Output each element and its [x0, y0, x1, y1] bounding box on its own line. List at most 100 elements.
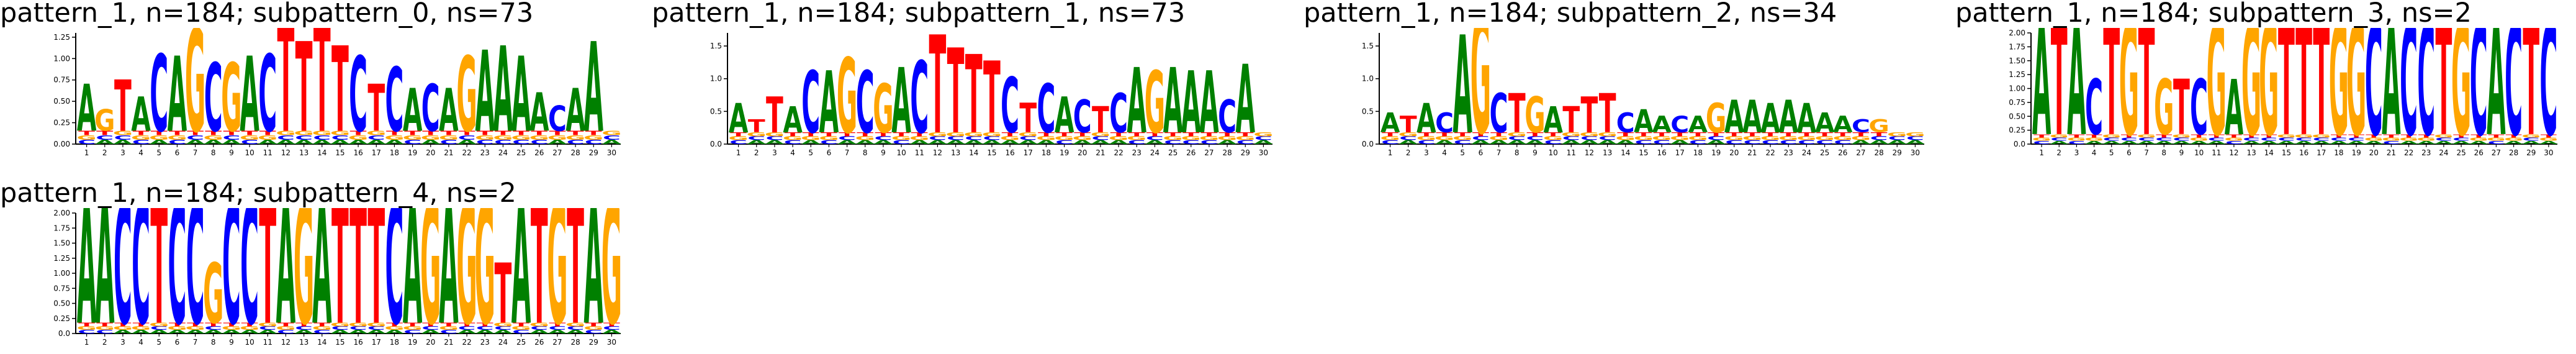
logo-letter-C: C [1399, 135, 1417, 142]
logo-letter-C: C [458, 134, 476, 142]
logo-letter-A: A [2225, 64, 2243, 153]
logo-letter-G: G [2504, 137, 2523, 142]
x-tick-label: 20 [1729, 148, 1739, 157]
logo-letter-C: C [1417, 139, 1435, 145]
logo-letter-T: T [169, 129, 186, 137]
x-tick-label: 4 [790, 148, 795, 157]
x-tick-label: 13 [1603, 148, 1612, 157]
logo-letter-A: A [493, 329, 513, 335]
logo-letter-G: G [1398, 131, 1418, 137]
logo-letter-C: C [1816, 139, 1834, 145]
x-tick-label: 5 [156, 148, 161, 157]
x-tick-label: 17 [2317, 148, 2326, 157]
logo-letter-A: A [2190, 140, 2209, 145]
logo-letter-C: C [259, 325, 277, 331]
logo-letter-T: T [2488, 134, 2504, 138]
logo-letter-A: A [946, 139, 965, 145]
logo-letter-A: A [276, 208, 296, 351]
x-tick-label: 19 [2351, 148, 2361, 157]
x-tick-label: 16 [1005, 148, 1014, 157]
logo-letter-G: G [131, 134, 151, 142]
x-tick-label: 26 [534, 338, 544, 347]
logo-letter-A: A [1435, 139, 1454, 145]
x-tick-label: 5 [2109, 148, 2114, 157]
logo-letter-C: C [2365, 28, 2383, 161]
logo-letter-G: G [1127, 135, 1146, 142]
logo-letter-T: T [2418, 134, 2434, 138]
x-tick-label: 24 [1802, 148, 1811, 157]
logo-letter-A: A [294, 138, 314, 146]
logo-letter-A: A [1091, 139, 1110, 145]
logo-letter-C: C [512, 329, 530, 335]
x-tick-label: 6 [175, 338, 180, 347]
logo-letter-A: A [312, 208, 332, 351]
x-tick-label: 22 [1114, 148, 1123, 157]
logo-letter-T: T [2295, 28, 2312, 161]
logo-letter-A: A [1416, 95, 1436, 142]
x-tick-label: 29 [1241, 148, 1250, 157]
logo-letter-G: G [1145, 53, 1165, 153]
logo-letter-T: T [1798, 131, 1816, 137]
x-tick-label: 24 [498, 148, 508, 157]
x-tick-label: 13 [299, 338, 308, 347]
logo-letter-C: C [222, 208, 241, 351]
logo-letter-C: C [1055, 139, 1073, 145]
logo-letter-T: T [947, 28, 965, 160]
logo-letter-T: T [277, 322, 295, 327]
logo-letter-G: G [294, 208, 314, 351]
logo-letter-A: A [1670, 139, 1690, 145]
logo-letter-T: T [495, 129, 511, 137]
logo-letter-G: G [945, 131, 965, 137]
x-tick-label: 8 [211, 148, 216, 157]
logo-letter-T: T [785, 131, 802, 137]
logo-letter-A: A [2032, 28, 2051, 161]
x-tick-label: 17 [372, 338, 381, 347]
logo-letter-G: G [2434, 134, 2453, 138]
logo-letter-T: T [531, 208, 548, 351]
logo-letter-T: T [1400, 112, 1418, 138]
logo-letter-G: G [2084, 137, 2104, 142]
logo-letter-A: A [2277, 140, 2297, 145]
logo-letter-A: A [2417, 140, 2436, 145]
logo-letter-A: A [1145, 139, 1164, 145]
logo-letter-T: T [549, 129, 565, 137]
logo-letter-C: C [983, 135, 1001, 142]
logo-letter-G: G [1814, 135, 1834, 142]
logo-letter-T: T [2138, 28, 2155, 161]
logo-letter-G: G [167, 134, 187, 142]
logo-letter-G: G [2259, 28, 2279, 161]
panel-title: pattern_1, n=184; subpattern_4, ns=2 [0, 178, 516, 209]
logo-letter-C: C [910, 41, 929, 156]
logo-letter-G: G [728, 135, 748, 142]
logo-letter-G: G [113, 325, 133, 331]
logo-letter-A: A [2382, 28, 2400, 161]
logo-letter-G: G [2067, 137, 2086, 142]
logo-letter-G: G [583, 325, 603, 331]
x-tick-label: 4 [2092, 148, 2097, 157]
logo-letter-G: G [149, 134, 169, 142]
x-tick-label: 18 [1042, 148, 1051, 157]
x-tick-label: 3 [120, 338, 125, 347]
logo-letter-T: T [1472, 131, 1490, 137]
logo-letter-T: T [2383, 134, 2399, 138]
x-tick-label: 18 [390, 338, 399, 347]
logo-letter-T: T [133, 322, 150, 327]
logo-letter-T: T [2103, 28, 2120, 161]
logo-letter-C: C [603, 325, 621, 331]
logo-letter-C: C [965, 135, 983, 142]
logo-chart: 0.00.51.01.51CGTA2ACGT3ACGT4CGTA5AGTC6CG… [710, 28, 1274, 161]
logo-letter-C: C [1490, 82, 1508, 145]
logo-letter-T: T [477, 322, 494, 327]
x-tick-label: 8 [211, 338, 216, 347]
x-tick-label: 27 [2492, 148, 2501, 157]
logo-letter-A: A [1055, 86, 1074, 144]
x-tick-label: 2 [102, 148, 107, 157]
logo-letter-C: C [403, 138, 421, 146]
logo-letter-A: A [222, 138, 242, 146]
logo-letter-C: C [2033, 140, 2050, 145]
logo-letter-C: C [403, 329, 421, 335]
x-tick-label: 1 [2039, 148, 2044, 157]
logo-letter-T: T [1816, 131, 1834, 137]
x-tick-label: 28 [1222, 148, 1232, 157]
logo-letter-C: C [1182, 139, 1200, 145]
